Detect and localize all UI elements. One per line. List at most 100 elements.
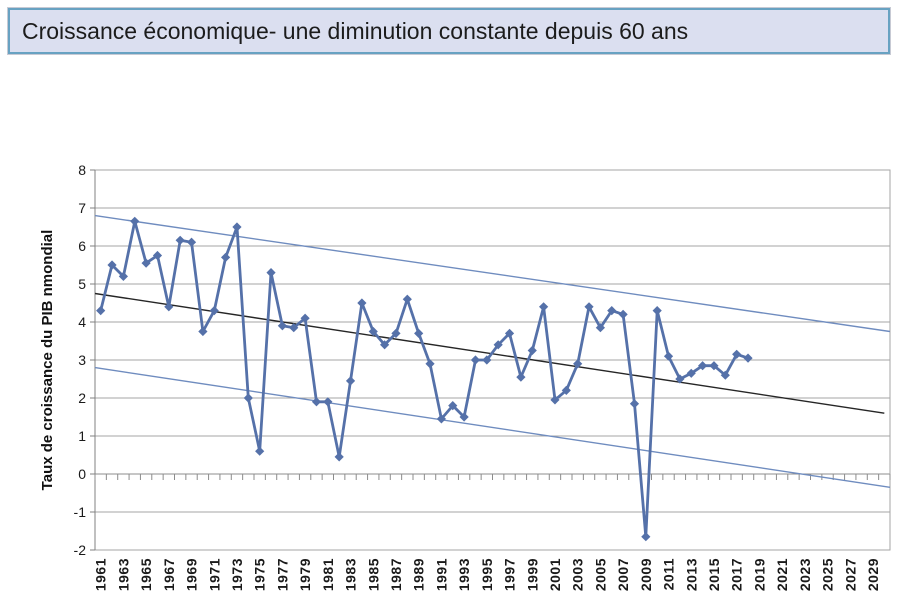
y-tick-labels: -2 -1 0 1 2 3 4 5 6 7 8 [74,162,87,558]
x-year-label: 2011 [661,558,677,590]
y-tick-label: 1 [78,428,86,444]
y-tick-label: 8 [78,162,86,178]
x-year-label: 2003 [570,558,586,591]
y-tick-label: 4 [78,314,86,330]
data-point-marker [459,412,469,422]
x-year-label: 1983 [343,558,359,591]
data-point-marker [221,252,231,262]
data-point-marker [96,306,106,316]
data-point-marker [516,372,526,382]
x-year-label: 2007 [615,558,631,591]
data-point-marker [209,306,219,316]
data-point-marker [186,237,197,247]
data-point-marker [584,302,594,312]
trend-line-lower-envelope [94,366,891,488]
data-point-marker [527,345,537,356]
x-year-label: 1977 [274,558,290,591]
x-year-label: 2023 [797,558,813,591]
data-point-marker [368,326,378,337]
x-year-label: 1997 [502,558,518,591]
x-year-label: 1967 [161,558,177,591]
x-year-labels: 1961 1963 1965 1967 1969 1971 1973 1975 1977 1979… [93,558,881,591]
data-point-marker [663,351,674,361]
data-point-marker [175,235,185,245]
data-point-marker [232,222,242,232]
x-year-label: 1965 [138,558,154,591]
x-year-label: 2029 [865,558,881,591]
data-point-marker [720,370,730,380]
data-point-marker [164,302,174,312]
x-year-label: 2021 [774,558,790,591]
gdp-growth-markers [96,216,753,542]
data-point-marker [436,414,446,424]
data-point-marker [243,393,253,403]
data-point-marker [539,302,549,312]
y-tick-label: 0 [78,466,86,482]
x-year-label: 2009 [638,558,654,591]
x-year-label: 2017 [729,558,745,591]
trend-line-linear-trend [94,292,885,414]
y-tick-label: 3 [78,352,86,368]
data-point-marker [425,359,435,369]
x-year-label: 1987 [388,558,404,591]
data-point-marker [595,323,605,333]
x-year-label: 1985 [365,558,381,591]
data-point-marker [152,250,163,261]
data-point-marker [709,361,719,371]
data-point-marker [391,328,401,338]
data-point-marker [266,268,276,278]
x-year-label: 1995 [479,558,495,591]
x-tick-marks [94,474,891,480]
data-point-marker [277,321,287,331]
gdp-growth-line [99,219,750,539]
data-point-marker [107,260,117,270]
y-tick-label: -1 [74,504,87,520]
data-point-marker [698,361,708,371]
y-tick-label: 5 [78,276,86,292]
x-year-label: 2019 [751,558,767,591]
y-tick-label: 6 [78,238,86,254]
trend-line-upper-envelope [94,214,891,333]
slide-title: Croissance économique- une diminution co… [8,8,890,54]
data-point-marker [380,340,390,350]
data-point-marker [141,258,151,268]
x-year-label: 2001 [547,558,563,591]
x-year-label: 1979 [297,558,313,591]
data-point-marker [732,349,742,359]
data-point-marker [504,328,515,338]
data-point-marker [482,355,492,365]
data-point-marker [470,355,481,365]
y-tick-label: -2 [74,542,87,558]
x-year-label: 1973 [229,558,245,591]
x-year-label: 1969 [184,558,200,591]
data-point-marker [448,401,458,411]
y-tick-label: 2 [78,390,86,406]
y-axis-ticks [90,169,95,551]
data-point-marker [493,340,503,350]
data-point-marker [629,399,640,409]
data-point-marker [618,309,628,319]
data-point-marker [289,323,299,333]
x-year-label: 2013 [683,558,699,591]
data-point-marker [402,294,412,304]
x-year-label: 2025 [820,558,836,591]
x-year-label: 1971 [206,558,222,591]
data-point-marker [675,374,685,384]
data-point-marker [573,359,583,369]
x-year-label: 2015 [706,558,722,591]
data-point-marker [357,298,367,308]
data-point-marker [300,313,310,323]
data-point-marker [652,306,662,316]
data-point-marker [607,306,617,316]
data-point-marker [198,326,208,337]
x-year-label: 2005 [592,558,608,591]
data-point-marker [334,452,344,462]
data-point-marker [118,271,128,281]
x-year-label: 1989 [411,558,427,591]
data-point-marker [414,328,424,338]
y-tick-label: 7 [78,200,86,216]
data-point-marker [550,395,560,405]
data-point-marker [311,397,322,407]
x-year-label: 1963 [115,558,131,591]
